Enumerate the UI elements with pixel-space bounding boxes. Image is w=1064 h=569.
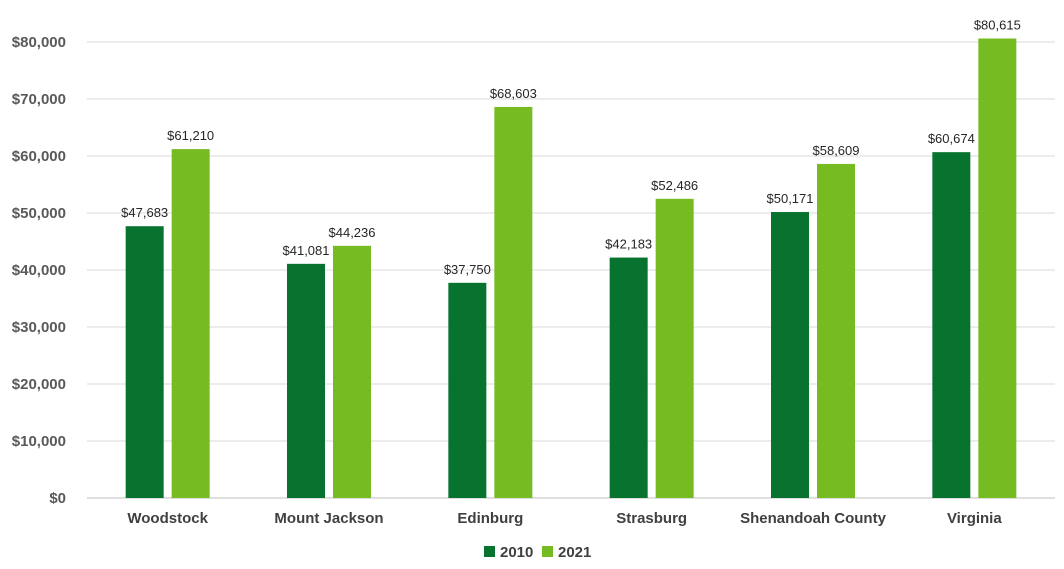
x-category-label: Shenandoah County <box>740 510 886 527</box>
bar-2010-virginia <box>932 152 971 498</box>
gridlines <box>87 41 1055 499</box>
legend-label-2021: 2021 <box>558 544 591 561</box>
data-label: $44,236 <box>329 225 376 240</box>
bar-2010-shenandoah-county <box>771 212 809 498</box>
bar-2021-edinburg <box>494 106 533 499</box>
data-label: $68,603 <box>490 86 537 101</box>
data-labels: $47,683 $61,210 $41,081 $44,236 $37,750 $68,6… <box>121 17 1021 276</box>
y-tick-label: $60,000 <box>12 148 66 165</box>
data-label: $42,183 <box>605 237 652 252</box>
data-label: $41,081 <box>283 243 330 258</box>
y-tick-label: $10,000 <box>12 433 66 450</box>
bar-series <box>125 38 1017 499</box>
x-category-label: Edinburg <box>457 510 523 527</box>
data-label: $60,674 <box>928 131 975 146</box>
bar-2021-mount-jackson <box>333 245 371 498</box>
y-axis-tick-labels: $0 $10,000 $20,000 $30,000 $40,000 $50,000 $60… <box>12 34 66 507</box>
y-tick-label: $20,000 <box>12 376 66 393</box>
bar-2010-woodstock <box>125 226 164 498</box>
legend: 2010 2021 <box>484 544 591 561</box>
data-label: $80,615 <box>974 17 1021 32</box>
y-tick-label: $50,000 <box>12 205 66 222</box>
data-label: $37,750 <box>444 262 491 277</box>
bar-2021-shenandoah-county <box>817 163 855 498</box>
y-tick-label: $80,000 <box>12 34 66 51</box>
x-category-label: Mount Jackson <box>274 510 383 527</box>
x-category-label: Virginia <box>947 510 1002 527</box>
y-tick-label: $70,000 <box>12 91 66 108</box>
legend-swatch-2010 <box>484 546 495 557</box>
data-label: $52,486 <box>651 178 698 193</box>
x-axis-category-labels: Woodstock Mount Jackson Edinburg Strasburg S… <box>127 510 1002 527</box>
bar-2010-mount-jackson <box>287 263 325 498</box>
y-tick-label: $0 <box>49 490 66 507</box>
bar-2010-edinburg <box>448 282 487 498</box>
bar-2010-strasburg <box>609 257 648 498</box>
bar-2021-virginia <box>978 38 1017 498</box>
bar-2021-strasburg <box>655 198 694 498</box>
legend-swatch-2021 <box>542 546 553 557</box>
data-label: $58,609 <box>813 143 860 158</box>
y-tick-label: $40,000 <box>12 262 66 279</box>
x-category-label: Strasburg <box>616 510 687 527</box>
x-category-label: Woodstock <box>127 510 208 527</box>
y-tick-label: $30,000 <box>12 319 66 336</box>
data-label: $50,171 <box>767 191 814 206</box>
bar-2021-woodstock <box>171 149 210 498</box>
data-label: $61,210 <box>167 128 214 143</box>
legend-label-2010: 2010 <box>500 544 533 561</box>
data-label: $47,683 <box>121 205 168 220</box>
